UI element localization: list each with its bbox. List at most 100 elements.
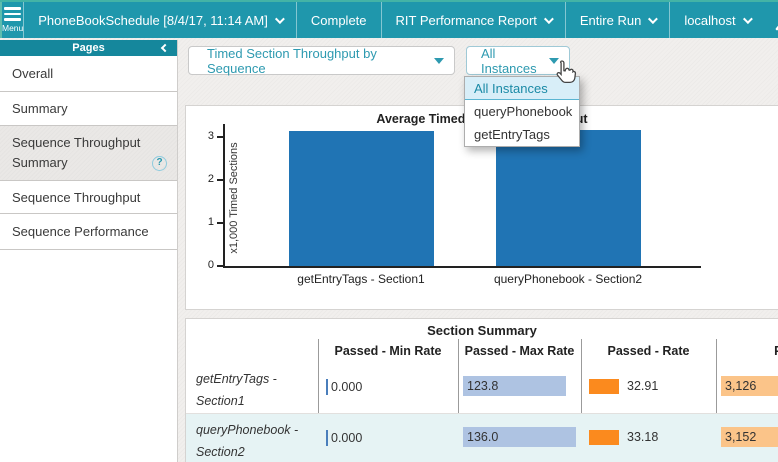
table-row[interactable]: queryPhonebook - Section2 0.000 136.0 33… [186,414,778,462]
schedule-dropdown[interactable]: PhoneBookSchedule [8/4/17, 11:14 AM] [23,2,296,38]
cell-passed-rate: 32.91 [589,378,658,394]
schedule-dropdown-label: PhoneBookSchedule [8/4/17, 11:14 AM] [38,12,268,28]
table-row[interactable]: getEntryTags - Section1 0.000 123.8 32.9… [186,363,778,414]
menu-item-queryphonebook[interactable]: queryPhonebook [465,100,579,123]
menu-item-all-instances[interactable]: All Instances [465,77,579,100]
status-complete-label: Complete [295,2,381,38]
chart-x-axis [223,266,701,268]
report-type-dropdown-label: RIT Performance Report [395,12,537,28]
column-header-passed-max-rate: Passed - Max Rate [464,344,575,358]
cell-value: 0.000 [331,431,363,445]
pages-sidebar: Pages Overall Summary Sequence Throughpu… [0,40,178,462]
sidebar-item-label: Overall [12,66,54,81]
run-scope-dropdown-label: Entire Run [579,12,642,28]
dropdown-arrow-icon [434,57,444,64]
search-button[interactable] [764,2,778,38]
chevron-down-icon [274,13,285,24]
throughput-chart-panel: Average Timed Section Throughput 3 2 1 0… [185,105,778,310]
chart-bar[interactable] [496,130,641,266]
column-separator [458,339,459,462]
column-header-passed: Passed [716,344,778,358]
sidebar-item-sequence-throughput-summary[interactable]: Sequence Throughput Summary ? [0,126,177,181]
instance-dropdown[interactable]: All Instances [466,45,570,76]
metric-dropdown[interactable]: Timed Section Throughput by Sequence [188,45,455,76]
y-tick-label: 1 [207,216,214,228]
instance-dropdown-label: All Instances [481,45,537,76]
cell-passed: 3,152 [721,427,778,447]
sidebar-item-overall[interactable]: Overall [0,56,177,92]
chart-x-category-label: queryPhonebook - Section2 [493,272,643,286]
row-label: queryPhonebook - Section2 [196,423,299,459]
cell-passed: 3,126 [721,376,778,396]
sidebar-item-sequence-performance[interactable]: Sequence Performance [0,214,177,250]
chevron-down-icon [648,13,659,24]
cell-value: 123.8 [467,379,499,393]
metric-dropdown-label: Timed Section Throughput by Sequence [207,45,377,76]
dropdown-arrow-icon [549,57,559,64]
zero-bar-icon [326,379,328,395]
instance-dropdown-menu: All Instances queryPhonebook getEntryTag… [464,76,580,147]
value-bar: 136.0 [463,427,576,447]
cell-value: 3,126 [725,379,757,393]
row-label: getEntryTags - Section1 [196,372,277,408]
column-header-passed-rate: Passed - Rate [607,344,690,358]
y-tick-label: 3 [207,130,214,142]
chart-plot-area [225,124,701,266]
column-separator [318,339,319,462]
search-icon [775,25,778,31]
window-top-border [0,0,778,2]
column-separator [581,339,582,462]
sidebar-item-sequence-throughput[interactable]: Sequence Throughput [0,181,177,214]
chevron-down-icon [543,13,554,24]
column-header-passed-min-rate: Passed - Min Rate [334,344,442,358]
y-tick-label: 2 [207,173,214,185]
hamburger-icon [4,7,22,21]
y-tick-label: 0 [207,259,214,271]
section-summary-panel: Section Summary Passed - Min Rate Passed… [185,318,778,462]
pages-header: Pages [0,40,177,56]
cell-passed-min-rate: 0.000 [326,428,362,448]
sidebar-item-label: Sequence Throughput Summary [12,135,141,170]
menu-button[interactable]: Menu [2,2,23,38]
report-type-dropdown[interactable]: RIT Performance Report [380,2,565,38]
host-dropdown-label: localhost [684,12,736,28]
chart-bar[interactable] [289,131,434,266]
value-bar: 123.8 [463,376,566,396]
chart-x-category-label: getEntryTags - Section1 [297,272,425,286]
cell-value: 33.18 [627,430,659,444]
menu-item-label: queryPhonebook [474,104,573,119]
y-tick-mark [217,136,224,138]
cell-passed-rate: 33.18 [589,429,658,445]
menu-button-label: Menu [2,22,24,33]
value-bar [589,378,619,394]
sidebar-item-label: Sequence Throughput [12,189,141,205]
sidebar-item-label: Sequence Performance [12,224,149,239]
pages-header-label: Pages [72,42,105,54]
top-navigation-bar: Menu PhoneBookSchedule [8/4/17, 11:14 AM… [0,2,778,38]
y-tick-mark [217,265,224,267]
cell-value: 0.000 [331,380,363,394]
y-tick-mark [217,222,224,224]
value-bar: 3,152 [721,427,778,447]
y-tick-mark [217,179,224,181]
cell-value: 32.91 [627,379,659,393]
value-bar: 3,126 [721,376,778,396]
menu-item-label: getEntryTags [474,127,550,142]
run-scope-dropdown[interactable]: Entire Run [564,2,669,38]
value-bar [589,429,619,445]
host-dropdown[interactable]: localhost [669,2,763,38]
menu-item-getentrytags[interactable]: getEntryTags [465,123,579,146]
main-content: Timed Section Throughput by Sequence All… [185,38,778,462]
zero-bar-icon [326,430,328,446]
cell-passed-max-rate: 123.8 [463,376,566,396]
chevron-down-icon [742,13,753,24]
help-icon[interactable]: ? [152,156,167,171]
cell-value: 136.0 [467,430,499,444]
column-separator [716,339,717,462]
status-text: Complete [310,12,367,28]
menu-item-label: All Instances [474,80,548,96]
cell-passed-max-rate: 136.0 [463,427,576,447]
collapse-sidebar-icon[interactable] [160,43,170,53]
sidebar-item-summary[interactable]: Summary [0,92,177,126]
